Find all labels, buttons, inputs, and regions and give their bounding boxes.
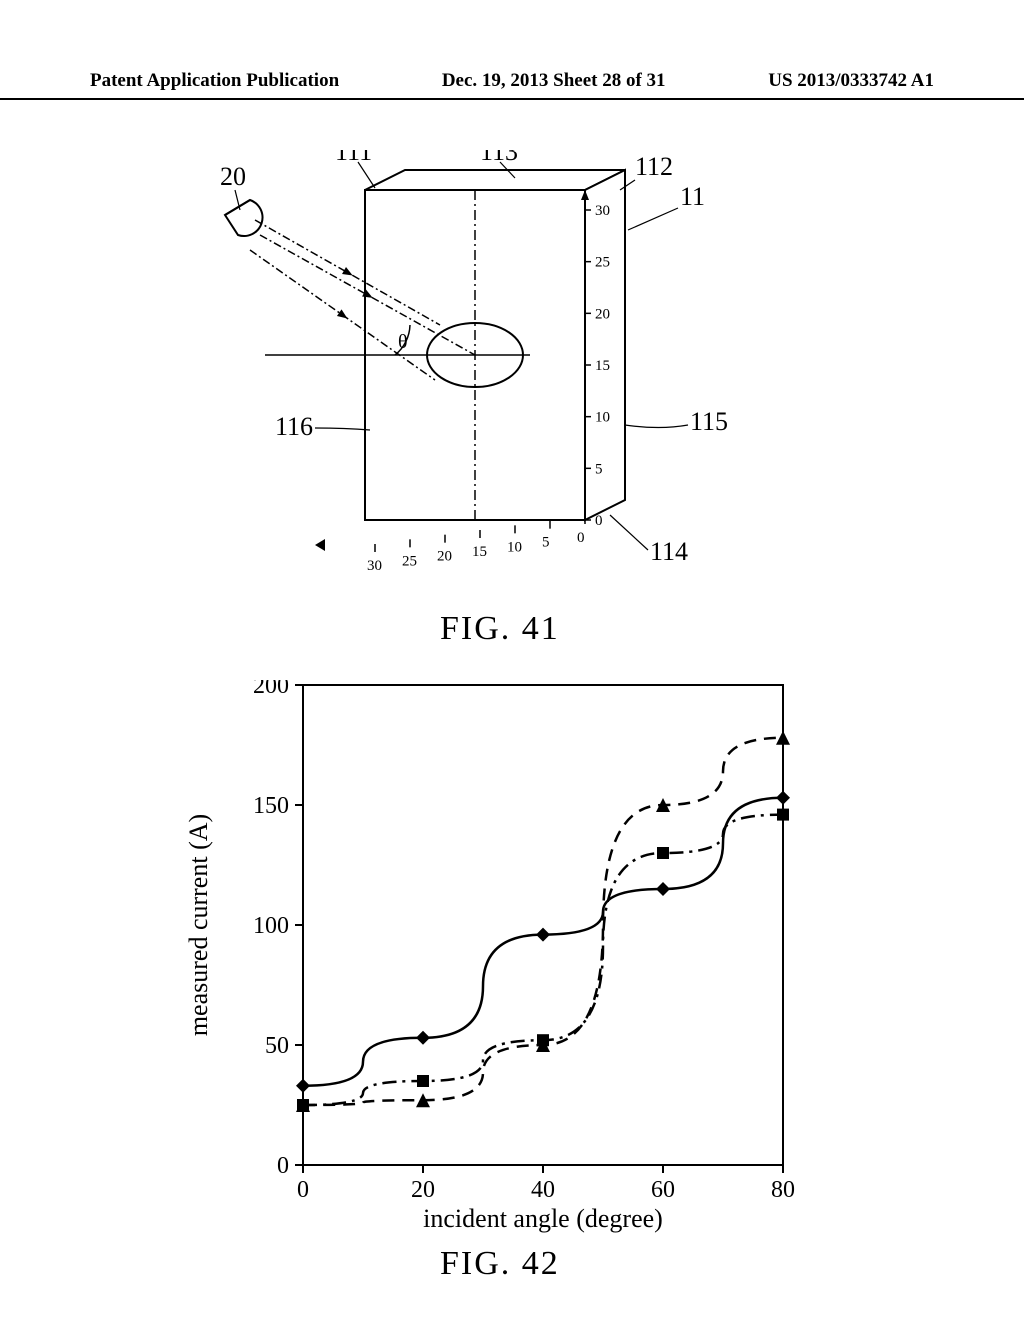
svg-text:112: 112 [635, 152, 673, 181]
figure-41: θ 30 25 20 15 10 5 00 5 10 15 20 25 30 20 111 113 11211 11… [180, 150, 820, 620]
svg-text:0: 0 [297, 1177, 309, 1203]
svg-text:0: 0 [595, 513, 603, 529]
svg-text:113: 113 [480, 150, 518, 166]
svg-text:115: 115 [690, 407, 728, 436]
svg-text:50: 50 [265, 1033, 289, 1059]
figure-42: 0 50 100 150 200 0 20 40 60 80 incident angle (deg… [175, 680, 815, 1240]
svg-text:40: 40 [531, 1177, 555, 1203]
svg-text:20: 20 [595, 306, 610, 322]
svg-text:25: 25 [595, 255, 610, 271]
svg-text:150: 150 [253, 793, 289, 819]
svg-text:100: 100 [253, 913, 289, 939]
svg-text:θ: θ [398, 331, 408, 353]
svg-text:20: 20 [220, 162, 246, 191]
header-center: Dec. 19, 2013 Sheet 28 of 31 [442, 70, 666, 92]
svg-text:111: 111 [335, 150, 372, 166]
svg-text:15: 15 [472, 544, 487, 560]
svg-text:5: 5 [595, 461, 603, 477]
svg-text:10: 10 [507, 539, 522, 555]
svg-text:30: 30 [595, 203, 610, 219]
header-right: US 2013/0333742 A1 [768, 70, 934, 92]
svg-text:0: 0 [277, 1153, 289, 1179]
svg-text:0: 0 [577, 530, 585, 546]
fig41-diagram: θ 30 25 20 15 10 5 00 5 10 15 20 25 30 20 111 113 11211 11… [180, 150, 820, 620]
svg-text:200: 200 [253, 680, 289, 699]
svg-text:20: 20 [411, 1177, 435, 1203]
header-left: Patent Application Publication [90, 70, 339, 92]
svg-text:80: 80 [771, 1177, 795, 1203]
fig42-caption: FIG. 42 [440, 1245, 560, 1283]
svg-text:30: 30 [367, 558, 382, 574]
fig41-caption: FIG. 41 [440, 610, 560, 648]
svg-text:15: 15 [595, 358, 610, 374]
fig42-chart: 0 50 100 150 200 0 20 40 60 80 incident angle (deg… [175, 680, 815, 1240]
svg-text:5: 5 [542, 535, 550, 551]
svg-text:114: 114 [650, 537, 688, 566]
svg-text:measured current (A): measured current (A) [184, 814, 213, 1036]
svg-text:60: 60 [651, 1177, 675, 1203]
svg-text:incident angle (degree): incident angle (degree) [423, 1204, 663, 1233]
svg-text:10: 10 [595, 410, 610, 426]
svg-text:25: 25 [402, 553, 417, 569]
svg-text:11: 11 [680, 182, 705, 211]
svg-text:20: 20 [437, 549, 452, 565]
page-header: Patent Application Publication Dec. 19, … [0, 70, 1024, 100]
svg-text:116: 116 [275, 412, 313, 441]
